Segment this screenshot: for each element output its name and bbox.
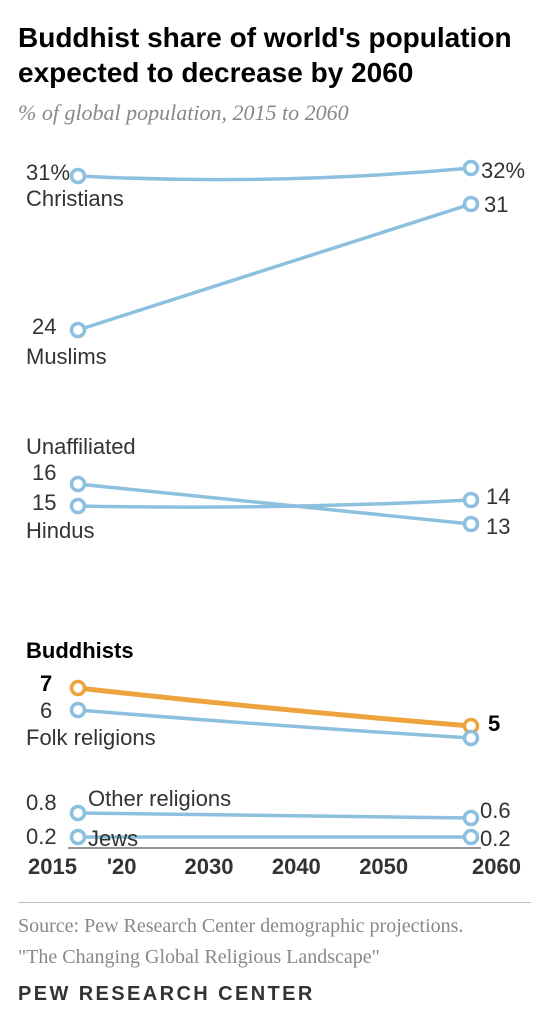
marker-end-folk-religions — [465, 732, 478, 745]
chart-title: Buddhist share of world's population exp… — [18, 20, 531, 90]
marker-start-muslims — [72, 324, 85, 337]
value-end-other-religions: 0.6 — [480, 798, 511, 823]
series-line-buddhists — [78, 688, 471, 726]
x-tick-2030: 2030 — [185, 854, 234, 879]
marker-start-other-religions — [72, 807, 85, 820]
x-tick-2050: 2050 — [359, 854, 408, 879]
chart-container: Christians31%32%Muslims2431Unaffiliated1… — [18, 148, 531, 888]
marker-end-hindus — [465, 494, 478, 507]
series-label-unaffiliated: Unaffiliated — [26, 434, 136, 459]
value-end-hindus: 14 — [486, 484, 510, 509]
x-tick-2015: 2015 — [28, 854, 77, 879]
marker-end-unaffiliated — [465, 518, 478, 531]
brand-footer: PEW RESEARCH CENTER — [18, 983, 531, 1006]
marker-start-christians — [72, 170, 85, 183]
series-label-muslims: Muslims — [26, 344, 107, 369]
value-start-muslims: 24 — [32, 314, 56, 339]
x-tick-2060: 2060 — [472, 854, 521, 879]
marker-start-folk-religions — [72, 704, 85, 717]
slope-chart: Christians31%32%Muslims2431Unaffiliated1… — [18, 148, 531, 888]
series-line-muslims — [78, 204, 471, 330]
divider-line — [18, 902, 531, 903]
value-start-jews: 0.2 — [26, 824, 57, 849]
marker-end-muslims — [465, 198, 478, 211]
x-axis: 2015 '20 2030 2040 2050 2060 — [28, 854, 521, 879]
marker-start-unaffiliated — [72, 478, 85, 491]
series-line-christians — [78, 168, 471, 180]
series-line-other-religions — [78, 813, 471, 818]
source-line-1: Source: Pew Research Center demographic … — [18, 913, 531, 940]
series-label-buddhists: Buddhists — [26, 638, 134, 663]
value-end-muslims: 31 — [484, 192, 508, 217]
source-line-2: "The Changing Global Religious Landscape… — [18, 944, 531, 971]
marker-start-hindus — [72, 500, 85, 513]
series-label-other-religions: Other religions — [88, 786, 231, 811]
value-start-folk-religions: 6 — [40, 698, 52, 723]
value-end-buddhists: 5 — [488, 711, 500, 736]
marker-end-other-religions — [465, 812, 478, 825]
value-end-christians: 32% — [481, 158, 525, 183]
value-end-jews: 0.2 — [480, 826, 511, 851]
value-start-christians: 31% — [26, 160, 70, 185]
series-label-hindus: Hindus — [26, 518, 94, 543]
marker-end-jews — [465, 831, 478, 844]
chart-subtitle: % of global population, 2015 to 2060 — [18, 100, 531, 126]
value-start-hindus: 15 — [32, 490, 56, 515]
value-end-unaffiliated: 13 — [486, 514, 510, 539]
value-start-unaffiliated: 16 — [32, 460, 56, 485]
value-start-other-religions: 0.8 — [26, 790, 57, 815]
series-label-folk-religions: Folk religions — [26, 725, 156, 750]
x-tick-2020: '20 — [107, 854, 137, 879]
series-label-christians: Christians — [26, 186, 124, 211]
value-start-buddhists: 7 — [40, 671, 52, 696]
marker-start-jews — [72, 831, 85, 844]
x-tick-2040: 2040 — [272, 854, 321, 879]
marker-end-christians — [465, 162, 478, 175]
series-label-jews: Jews — [88, 826, 138, 851]
marker-start-buddhists — [72, 682, 85, 695]
